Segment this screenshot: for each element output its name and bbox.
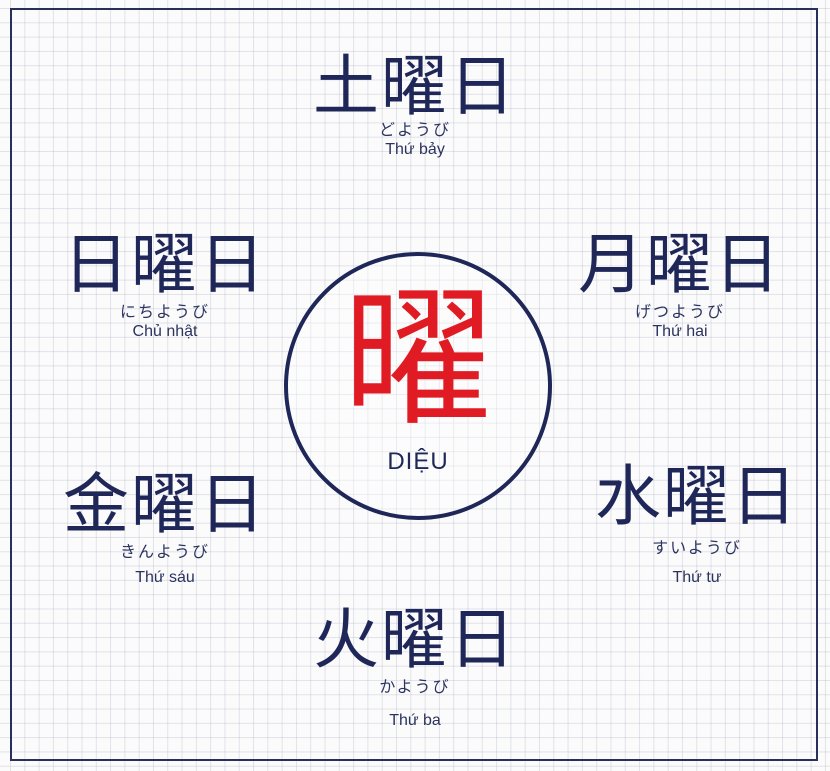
saturday-kana: どようび	[378, 120, 451, 139]
day-monday: 月曜日 げつようび Thứ hai	[550, 230, 810, 342]
monday-kanji: 月曜日	[578, 226, 782, 303]
wednesday-kana: すいようび	[652, 538, 742, 557]
day-wednesday: 水曜日 すいようび Thứ tư	[567, 462, 827, 588]
day-sunday: 日曜日 にちようび Chủ nhật	[35, 230, 295, 342]
page-border	[10, 8, 818, 761]
tuesday-kana: かようび	[379, 677, 451, 696]
center-kanji: 曜	[342, 273, 493, 447]
friday-vietnamese: Thứ sáu	[135, 569, 195, 586]
center-label: DIỆU	[387, 448, 449, 475]
day-tuesday: 火曜日 かようび Thứ ba	[285, 605, 545, 731]
monday-kana: げつようび	[634, 302, 725, 321]
sunday-kana: にちようび	[119, 302, 210, 321]
wednesday-kanji: 水曜日	[595, 458, 799, 535]
saturday-vietnamese: Thứ bảy	[385, 141, 445, 158]
day-friday: 金曜日 きんようび Thứ sáu	[35, 470, 295, 588]
friday-kana: きんようび	[119, 542, 210, 561]
sunday-vietnamese: Chủ nhật	[132, 323, 198, 340]
saturday-kanji: 土曜日	[313, 48, 517, 125]
day-saturday: 土曜日 どようび Thứ bảy	[285, 52, 545, 160]
sunday-kanji: 日曜日	[63, 226, 267, 303]
tuesday-kanji: 火曜日	[313, 601, 517, 678]
wednesday-vietnamese: Thứ tư	[672, 569, 722, 586]
monday-vietnamese: Thứ hai	[652, 323, 708, 340]
friday-kanji: 金曜日	[63, 466, 267, 543]
center-circle: 曜 DIỆU	[284, 252, 552, 520]
tuesday-vietnamese: Thứ ba	[389, 712, 441, 729]
